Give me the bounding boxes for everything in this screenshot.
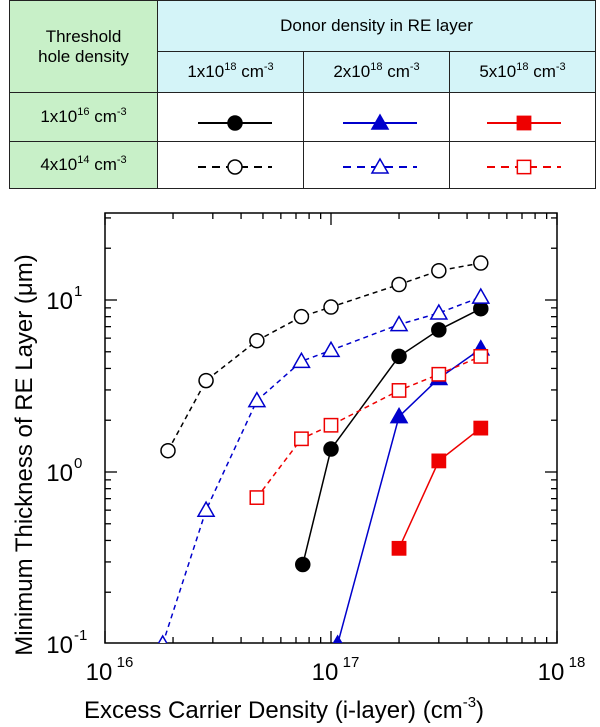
series-black-solid: [295, 300, 489, 573]
series-red-dashed: [249, 348, 489, 505]
series-blue-dashed-point: [157, 634, 168, 643]
legend-corner-line1: Threshold: [45, 26, 122, 46]
series-blue-dashed-point: [321, 340, 341, 358]
x-tick-label: 10: [86, 659, 113, 686]
series-black-dashed: [160, 255, 489, 459]
series-black-dashed-line: [167, 262, 481, 452]
legend-swatch-6-marker: [487, 159, 561, 175]
series-red-solid-line: [398, 427, 482, 549]
series-red-dashed-point: [473, 348, 489, 364]
legend-hole-row-1: 1x1016 cm-3: [9, 92, 158, 142]
series-blue-solid: [332, 339, 491, 643]
legend-swatch-1-marker: [198, 115, 272, 131]
series-black-dashed-point: [198, 372, 214, 389]
series-blue-dashed-point: [247, 391, 267, 408]
series-red-dashed-point: [391, 383, 407, 398]
legend-swatch-5: [303, 141, 450, 189]
legend-swatch-3-marker: [487, 115, 561, 131]
y-tick-label-exp: 1: [74, 283, 82, 300]
legend-corner-cell: Threshold hole density: [9, 0, 158, 93]
legend-swatch-1: [157, 92, 304, 142]
plot-frame: [104, 212, 558, 644]
series-red-solid: [391, 420, 489, 556]
series-red-solid-point: [431, 453, 447, 469]
series-red-dashed-point: [249, 490, 265, 505]
y-tick-label-exp: 0: [74, 455, 82, 472]
legend-swatch-2-marker: [343, 113, 417, 130]
series-black-dashed-point: [391, 276, 407, 293]
series-red-solid-point: [391, 540, 407, 556]
series-red-dashed-point: [431, 366, 447, 382]
series-blue-dashed-point: [471, 287, 491, 304]
series-black-dashed-point: [431, 262, 447, 279]
series-blue-dashed-point: [196, 500, 216, 517]
series-black-dashed-point: [473, 255, 489, 271]
series-blue-dashed-line: [162, 296, 482, 643]
series-black-solid-point: [431, 322, 447, 338]
legend-corner-line2: hole density: [38, 46, 129, 66]
series-red-dashed-line: [256, 355, 482, 499]
y-tick-label-exp: -1: [74, 627, 87, 644]
y-tick-label: 10: [46, 632, 73, 659]
legend-donor-header: Donor density in RE layer: [157, 0, 596, 52]
y-tick-label: 10: [46, 288, 73, 315]
series-blue-dashed: [157, 287, 491, 643]
series-black-dashed-point: [323, 299, 339, 315]
series-blue-solid-point: [332, 634, 343, 643]
legend-swatch-symbol: [516, 115, 532, 131]
y-tick-label: 10: [46, 460, 73, 487]
legend-swatch-symbol: [227, 159, 243, 175]
series-black-dashed-point: [293, 308, 310, 325]
series-blue-solid-line: [337, 348, 482, 643]
legend-swatch-symbol: [227, 115, 243, 131]
series-black-solid-point: [295, 556, 311, 573]
series-blue-dashed-point: [429, 303, 449, 320]
legend-swatch-5-marker: [343, 157, 417, 174]
x-tick-label-exp: 18: [569, 654, 586, 671]
x-tick-label: 10: [538, 659, 565, 686]
legend-donor-col-1: 1x1018 cm-3: [157, 51, 304, 93]
x-tick-label-exp: 17: [343, 654, 360, 671]
x-axis-label: Excess Carrier Density (i-layer) (cm-3): [84, 694, 484, 724]
legend-swatch-layer: [198, 113, 561, 175]
legend-donor-col-2: 2x1018 cm-3: [303, 51, 450, 93]
legend-swatch-symbol: [370, 113, 390, 130]
y-axis-label: Minimum Thickness of RE Layer (μm): [11, 254, 38, 655]
legend-hole-row-2: 4x1014 cm-3: [9, 141, 158, 189]
series-blue-solid-point: [389, 407, 409, 424]
legend-donor-col-3: 5x1018 cm-3: [449, 51, 596, 93]
legend-swatch-symbol: [370, 157, 390, 174]
legend-table: Threshold hole density Donor density in …: [9, 0, 596, 189]
series-red-solid-point: [473, 420, 489, 436]
legend-swatch-4-marker: [198, 159, 272, 175]
series-black-solid-point: [323, 441, 339, 457]
x-tick-label-exp: 16: [117, 654, 134, 671]
legend-swatch-symbol: [516, 159, 532, 175]
series-black-dashed-point: [160, 442, 176, 459]
x-tick-label: 10: [312, 659, 339, 686]
series-blue-dashed-point: [292, 351, 311, 369]
series-red-dashed-point: [323, 417, 339, 433]
series-blue-dashed-point: [389, 314, 409, 332]
series-black-solid-point: [391, 348, 407, 365]
series-red-dashed-point: [294, 431, 309, 447]
series-black-dashed-point: [249, 332, 265, 349]
legend-swatch-2: [303, 92, 450, 142]
